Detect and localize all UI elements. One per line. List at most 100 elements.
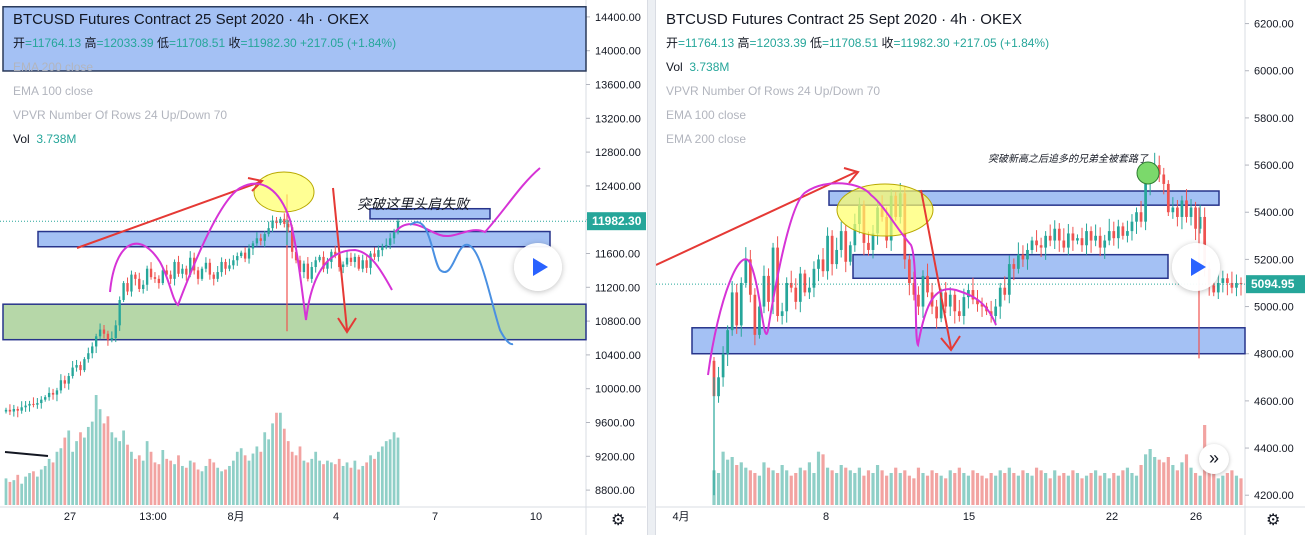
volume-bar: [771, 470, 775, 505]
volume-bar: [1239, 478, 1243, 505]
candle-body: [279, 218, 282, 224]
last-price-badge: [1246, 275, 1305, 294]
candle-body: [251, 243, 255, 249]
candle-body: [1171, 207, 1175, 213]
right-chart-canvas[interactable]: 6200.00 6000.00 5800.00 5600.00 5400.00 5200.…: [655, 0, 1305, 535]
candle-body: [263, 234, 266, 241]
indicator-ema200[interactable]: EMA 200 close: [13, 60, 94, 74]
volume-bar: [102, 423, 106, 505]
high-label: 高: [84, 36, 97, 50]
candle-body: [200, 268, 204, 279]
play-icon[interactable]: [1172, 243, 1220, 291]
trend-arrow-down: [332, 187, 348, 331]
indicator-ema100[interactable]: EMA 100 close: [13, 84, 94, 98]
candle-body: [55, 390, 59, 395]
volume-bar: [377, 451, 380, 505]
candle-body: [302, 263, 306, 273]
volume-bar: [989, 473, 993, 505]
candle-body: [1048, 235, 1052, 241]
y-tick-label: 13600.00: [595, 80, 641, 92]
indicator-vpvr[interactable]: VPVR Number Of Rows 24 Up/Down 70: [13, 108, 228, 122]
volume-bar: [110, 432, 114, 505]
close-value: =11982.30: [893, 36, 950, 50]
volume-bar: [912, 478, 916, 505]
double-chevron-right-icon[interactable]: »: [1199, 444, 1229, 474]
volume-bar: [1216, 478, 1220, 505]
volume-bar: [220, 471, 223, 505]
candle-body: [373, 253, 376, 257]
candle-body: [921, 275, 925, 307]
volume-bar: [1012, 473, 1016, 505]
volume-bar: [157, 464, 161, 505]
candle-body: [59, 380, 63, 391]
volume-bar: [785, 470, 789, 505]
x-tick-label: 15: [963, 511, 975, 523]
candle-body: [20, 407, 23, 411]
black-line: [4, 451, 49, 457]
indicator-ema100[interactable]: EMA 100 close: [666, 108, 747, 122]
left-chart-canvas[interactable]: 14400.00 14000.00 13600.00 13200.00 12800.00…: [0, 0, 647, 535]
volume-bar: [279, 412, 282, 505]
y-tick-label: 4600.00: [1254, 396, 1294, 408]
open-value: =11764.13: [678, 36, 735, 50]
candle-body: [1185, 200, 1188, 217]
volume-bar: [807, 462, 811, 505]
volume-bar: [1121, 470, 1125, 505]
candle-body: [1176, 207, 1179, 217]
candle-body: [377, 250, 380, 257]
trend-arrow-up-head: [247, 177, 265, 192]
panel-divider: [647, 0, 655, 535]
settings-gear-icon[interactable]: ⚙: [1266, 512, 1281, 529]
indicator-vpvr[interactable]: VPVR Number Of Rows 24 Up/Down 70: [666, 84, 881, 98]
volume-bar: [149, 451, 153, 505]
projected-path: [409, 221, 514, 346]
candle-body: [794, 287, 798, 302]
volume-bar: [821, 454, 825, 505]
volume-bar: [1071, 470, 1075, 505]
candle-body: [1230, 282, 1234, 288]
candle-body: [844, 231, 848, 262]
x-tick-label: 7: [432, 511, 438, 523]
settings-gear-icon[interactable]: ⚙: [611, 512, 626, 529]
candle-body: [51, 392, 55, 395]
volume-bar: [1021, 470, 1025, 505]
y-tick-label: 11600.00: [595, 249, 640, 261]
candle-body: [102, 329, 106, 334]
volume-bar: [369, 455, 372, 505]
volume-bar: [208, 458, 212, 505]
volume-bar: [776, 473, 780, 505]
candle-body: [1157, 165, 1161, 175]
indicator-volume[interactable]: Vol 3.738M: [666, 55, 1049, 79]
volume-bar: [75, 441, 78, 505]
volume-bar: [43, 465, 47, 505]
volume-bar: [333, 464, 337, 505]
candle-body: [967, 290, 970, 298]
last-price-label: 11982.30: [592, 214, 642, 228]
volume-bar: [894, 467, 898, 505]
candle-body: [16, 408, 19, 411]
candle-body: [94, 336, 98, 347]
volume-bar: [757, 475, 762, 505]
volume-bar: [875, 465, 880, 505]
candle-body: [1071, 233, 1075, 241]
right-chart-panel[interactable]: 6200.00 6000.00 5800.00 5600.00 5400.00 5200.…: [655, 0, 1305, 535]
play-icon[interactable]: [514, 243, 562, 291]
volume-bar: [224, 469, 227, 505]
volume-bar: [766, 467, 771, 505]
indicator-ema200[interactable]: EMA 200 close: [666, 132, 747, 146]
volume-bar: [971, 470, 975, 505]
left-chart-panel[interactable]: 14400.00 14000.00 13600.00 13200.00 12800.00…: [0, 0, 648, 535]
candle-body: [134, 274, 137, 279]
candle-body: [717, 377, 720, 397]
candle-body: [1021, 254, 1025, 260]
volume-bar: [1030, 475, 1034, 505]
x-tick-label: 27: [64, 511, 76, 523]
volume-bar: [212, 462, 216, 505]
candle-body: [789, 282, 793, 288]
candle-body: [1198, 216, 1202, 229]
candle-body: [4, 409, 8, 412]
volume-bar: [1098, 475, 1102, 505]
indicator-volume[interactable]: Vol 3.738M: [13, 127, 396, 151]
volume-bar: [365, 462, 369, 505]
candle-body: [157, 278, 161, 284]
